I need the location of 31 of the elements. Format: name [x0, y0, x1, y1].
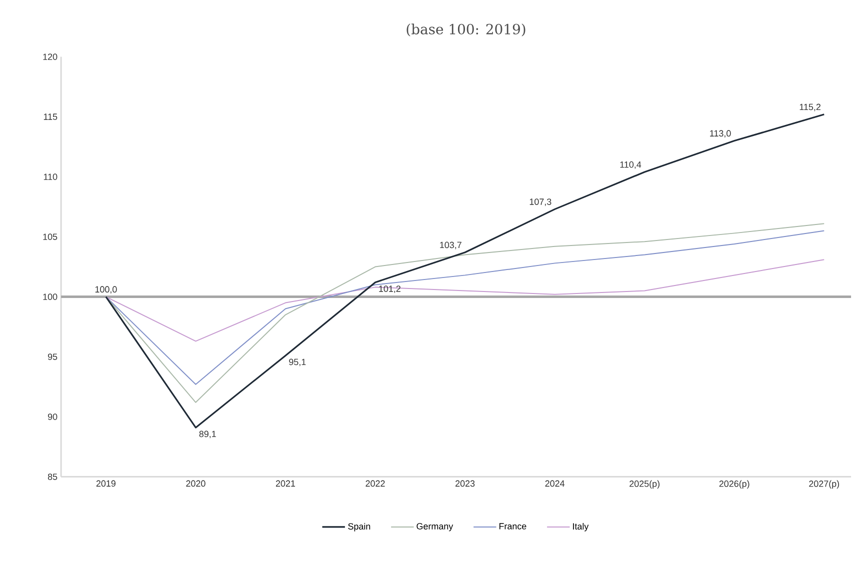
x-tick-label: 2025(p) — [630, 480, 660, 489]
x-tick-label: 2023 — [456, 480, 475, 487]
y-tick-label: 85 — [48, 474, 58, 480]
y-tick-label: 120 — [43, 54, 58, 60]
data-label: 110,4 — [620, 161, 642, 169]
data-label: 107,3 — [530, 198, 552, 206]
x-tick-label: 2027(p) — [809, 480, 840, 489]
legend-label: France — [499, 523, 526, 530]
y-tick-label: 100 — [43, 294, 58, 300]
legend-label: Spain — [348, 522, 370, 532]
x-tick-label: 2026(p) — [719, 480, 750, 489]
data-label: 115,2 — [800, 104, 820, 112]
y-tick-label: 105 — [43, 234, 58, 240]
y-tick-label: 95 — [48, 354, 58, 360]
chart-title: (base 100: 2019) — [406, 24, 526, 36]
data-label: 101,2 — [379, 286, 400, 293]
y-tick-label: 115 — [44, 114, 58, 120]
x-tick-label: 2021 — [276, 480, 296, 487]
data-label: 113,0 — [710, 130, 731, 138]
data-label: 103,7 — [440, 242, 462, 250]
y-tick-label: 110 — [44, 174, 58, 180]
x-tick-label: 2022 — [366, 480, 385, 487]
data-label: 100,0 — [95, 286, 117, 294]
x-tick-label: 2020 — [186, 480, 206, 487]
data-label: 89,1 — [199, 430, 216, 438]
data-label: 95,1 — [289, 358, 306, 366]
legend-label: Germany — [416, 523, 454, 532]
x-tick-label: 2019 — [96, 480, 116, 487]
x-tick-label: 2024 — [545, 480, 565, 487]
y-tick-label: 90 — [48, 414, 58, 420]
legend-label: Italy — [573, 522, 589, 532]
